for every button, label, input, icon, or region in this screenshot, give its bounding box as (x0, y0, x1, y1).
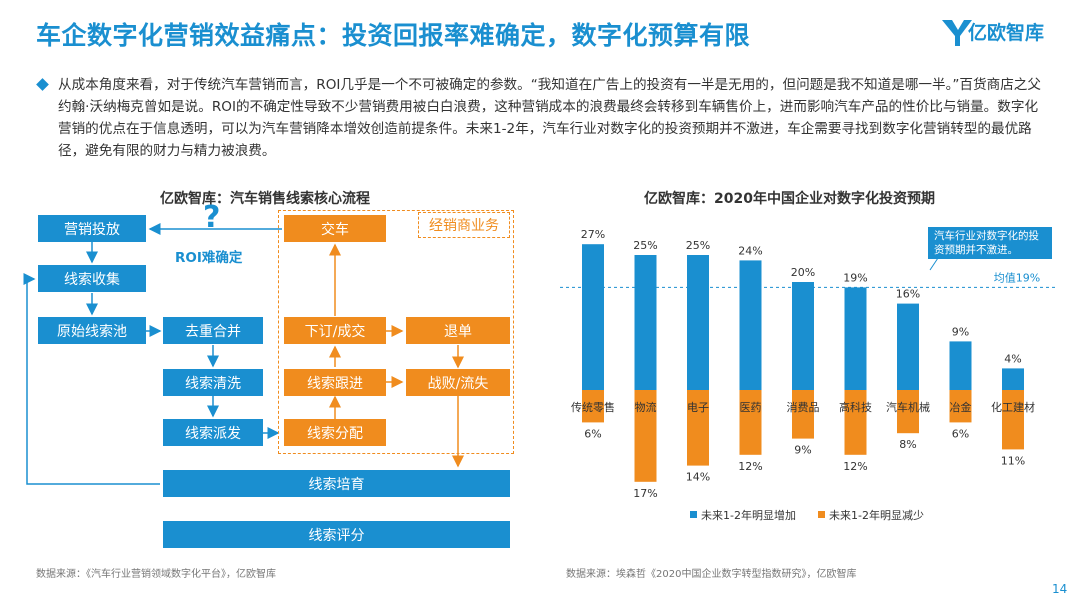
page-title: 车企数字化营销效益痛点：投资回报率难确定，数字化预算有限 (36, 21, 751, 50)
category-label: 化工建材 (991, 400, 1035, 414)
flow-box-nurture: 线索培育 (163, 470, 510, 497)
flow-box-assign: 线索分配 (284, 419, 386, 446)
flow-title: 亿欧智库：汽车销售线索核心流程 (160, 191, 370, 207)
legend-increase-swatch (690, 511, 697, 518)
category-label: 汽车机械 (886, 400, 930, 414)
bar-increase-label: 27% (581, 228, 605, 241)
flow-box-dispatch: 线索派发 (163, 419, 263, 446)
dealer-business-region (278, 210, 514, 454)
bar-decrease (582, 390, 604, 423)
flow-box-follow: 线索跟进 (284, 369, 386, 396)
dealer-business-label: 经销商业务 (418, 212, 510, 238)
flow-box-deliver: 交车 (284, 215, 386, 242)
bar-decrease-label: 17% (633, 487, 657, 500)
bar-increase (739, 260, 762, 390)
bar-decrease (844, 390, 867, 455)
bar-increase (1002, 368, 1024, 390)
flow-box-refund: 退单 (406, 317, 510, 344)
bar-decrease-label: 9% (794, 444, 811, 457)
investment-expectation-chart: 均值19% 27% 6% 传统零售 25% 17% 物流 25% 14% 电子 24% 12% 医药 20… (560, 228, 1058, 522)
bar-increase-label: 24% (738, 244, 762, 257)
bar-increase-label: 19% (843, 271, 867, 284)
auto-industry-note: 汽车行业对数字化的投资预期并不激进。 (928, 227, 1052, 259)
category-label: 医药 (740, 401, 762, 414)
source-left: 数据来源：《汽车行业营销领域数字化平台》，亿欧智库 (36, 569, 276, 580)
bar-decrease (949, 390, 972, 423)
intro-paragraph: 从成本角度来看，对于传统汽车营销而言，ROI几乎是一个不可被确定的参数。“我知道… (58, 77, 1041, 159)
flow-box-marketing: 营销投放 (38, 215, 146, 242)
bar-increase-label: 25% (633, 239, 657, 252)
bar-decrease-label: 6% (952, 427, 969, 440)
logo-text: 亿欧智库 (968, 22, 1045, 44)
bar-decrease (897, 390, 919, 434)
bar-increase-label: 25% (686, 239, 710, 252)
bar-decrease-label: 6% (584, 427, 601, 440)
flow-box-fail: 战败/流失 (406, 369, 510, 396)
bar-decrease-label: 12% (843, 460, 867, 473)
category-label: 电子 (687, 401, 709, 414)
bar-decrease-label: 14% (686, 471, 710, 484)
flow-box-dedup: 去重合并 (163, 317, 263, 344)
source-right: 数据来源：埃森哲《2020中国企业数字转型指数研究》，亿欧智库 (566, 569, 857, 580)
bar-increase-label: 9% (952, 325, 969, 338)
chart-title: 亿欧智库：2020年中国企业对数字化投资预期 (644, 191, 935, 207)
bar-increase (634, 255, 657, 390)
legend-decrease-swatch (818, 511, 825, 518)
roi-uncertain-label: ROI难确定 (175, 250, 243, 266)
category-label: 传统零售 (571, 400, 615, 414)
bar-increase (844, 287, 867, 390)
bar-increase-label: 4% (1004, 352, 1021, 365)
bar-decrease-label: 11% (1001, 454, 1025, 467)
bar-increase (897, 303, 919, 390)
flow-box-clean: 线索清洗 (163, 369, 263, 396)
bar-decrease (1002, 390, 1024, 450)
bar-increase (792, 282, 814, 390)
bar-increase-label: 20% (791, 266, 815, 279)
bar-increase-label: 16% (896, 288, 920, 301)
bar-decrease (739, 390, 762, 455)
flow-box-score: 线索评分 (163, 521, 510, 548)
bar-decrease (634, 390, 657, 482)
bar-decrease (792, 390, 814, 439)
bar-increase (582, 244, 604, 390)
category-label: 消费品 (787, 400, 820, 414)
legend-decrease-label: 未来1-2年明显减少 (829, 508, 924, 522)
flow-box-collect: 线索收集 (38, 265, 146, 292)
bar-decrease (687, 390, 709, 466)
flow-box-order: 下订/成交 (284, 317, 386, 344)
yiou-logo-icon (942, 20, 972, 46)
category-label: 冶金 (950, 400, 972, 414)
category-label: 物流 (635, 400, 657, 414)
bar-increase (949, 341, 972, 390)
flow-box-pool: 原始线索池 (38, 317, 146, 344)
legend-increase-label: 未来1-2年明显增加 (701, 508, 796, 522)
category-label: 高科技 (839, 400, 872, 414)
question-mark-icon: ? (203, 200, 221, 235)
bar-increase (687, 255, 709, 390)
bar-decrease-label: 12% (738, 460, 762, 473)
flow-connectors (23, 223, 464, 485)
average-label: 均值19% (994, 271, 1040, 284)
page-number: 14 (1052, 582, 1068, 596)
bar-decrease-label: 8% (899, 438, 916, 451)
